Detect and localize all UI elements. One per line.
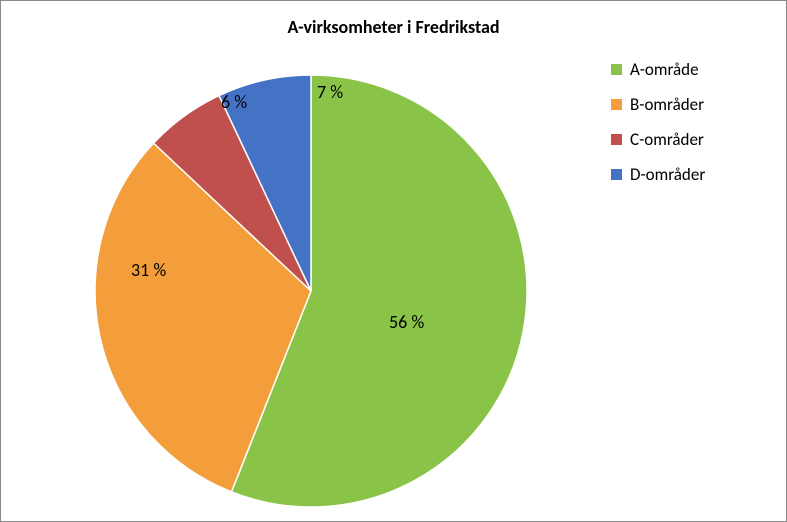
legend-swatch bbox=[611, 134, 622, 145]
chart-frame: A-virksomheter i Fredrikstad A-områdeB-o… bbox=[0, 0, 787, 522]
legend-label: C-områder bbox=[630, 129, 704, 150]
data-label: 7 % bbox=[317, 81, 343, 103]
pie-chart bbox=[1, 1, 531, 516]
legend-item: C-områder bbox=[611, 129, 705, 150]
legend-label: B-områder bbox=[630, 94, 704, 115]
legend-item: D-områder bbox=[611, 164, 705, 185]
legend-swatch bbox=[611, 64, 622, 75]
legend-label: D-områder bbox=[630, 164, 705, 185]
legend-label: A-område bbox=[630, 59, 699, 80]
legend-swatch bbox=[611, 99, 622, 110]
pie-svg bbox=[1, 1, 531, 511]
data-label: 56 % bbox=[389, 311, 424, 333]
legend-swatch bbox=[611, 169, 622, 180]
data-label: 31 % bbox=[131, 259, 166, 281]
data-label: 6 % bbox=[221, 91, 247, 113]
legend: A-område B-områder C-områder D-områder bbox=[611, 59, 705, 199]
legend-item: B-områder bbox=[611, 94, 705, 115]
legend-item: A-område bbox=[611, 59, 705, 80]
